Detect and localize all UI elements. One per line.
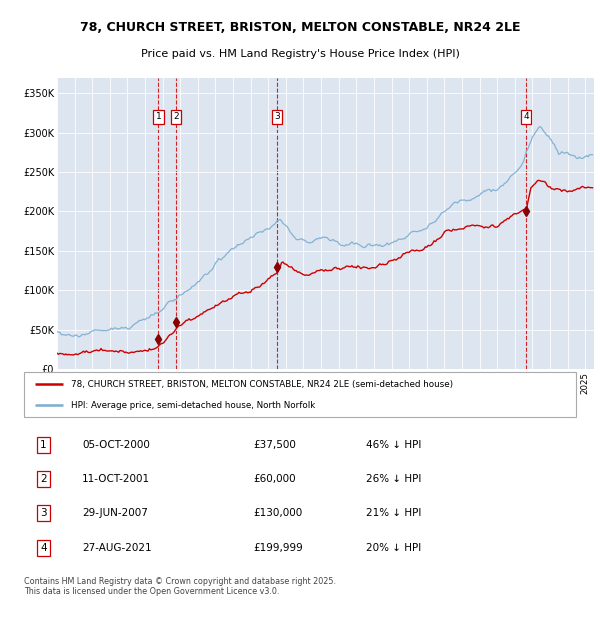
Text: 2: 2 (40, 474, 47, 484)
Text: 27-AUG-2021: 27-AUG-2021 (82, 543, 152, 553)
Text: 1: 1 (155, 112, 161, 122)
Text: 1: 1 (40, 440, 47, 450)
Text: Contains HM Land Registry data © Crown copyright and database right 2025.
This d: Contains HM Land Registry data © Crown c… (24, 577, 336, 596)
Text: £199,999: £199,999 (253, 543, 303, 553)
Text: 26% ↓ HPI: 26% ↓ HPI (366, 474, 422, 484)
Text: 4: 4 (524, 112, 529, 122)
Text: 29-JUN-2007: 29-JUN-2007 (82, 508, 148, 518)
Text: 05-OCT-2000: 05-OCT-2000 (82, 440, 150, 450)
Text: Price paid vs. HM Land Registry's House Price Index (HPI): Price paid vs. HM Land Registry's House … (140, 49, 460, 59)
Text: 78, CHURCH STREET, BRISTON, MELTON CONSTABLE, NR24 2LE (semi-detached house): 78, CHURCH STREET, BRISTON, MELTON CONST… (71, 380, 453, 389)
Text: 46% ↓ HPI: 46% ↓ HPI (366, 440, 422, 450)
Text: 3: 3 (40, 508, 47, 518)
Text: 2: 2 (173, 112, 179, 122)
Text: £60,000: £60,000 (253, 474, 296, 484)
Text: HPI: Average price, semi-detached house, North Norfolk: HPI: Average price, semi-detached house,… (71, 401, 315, 410)
Text: 3: 3 (274, 112, 280, 122)
Text: £130,000: £130,000 (253, 508, 302, 518)
Text: 4: 4 (40, 543, 47, 553)
Text: 21% ↓ HPI: 21% ↓ HPI (366, 508, 422, 518)
Text: £37,500: £37,500 (253, 440, 296, 450)
Text: 20% ↓ HPI: 20% ↓ HPI (366, 543, 421, 553)
Text: 78, CHURCH STREET, BRISTON, MELTON CONSTABLE, NR24 2LE: 78, CHURCH STREET, BRISTON, MELTON CONST… (80, 22, 520, 34)
Text: 11-OCT-2001: 11-OCT-2001 (82, 474, 150, 484)
FancyBboxPatch shape (24, 372, 576, 417)
